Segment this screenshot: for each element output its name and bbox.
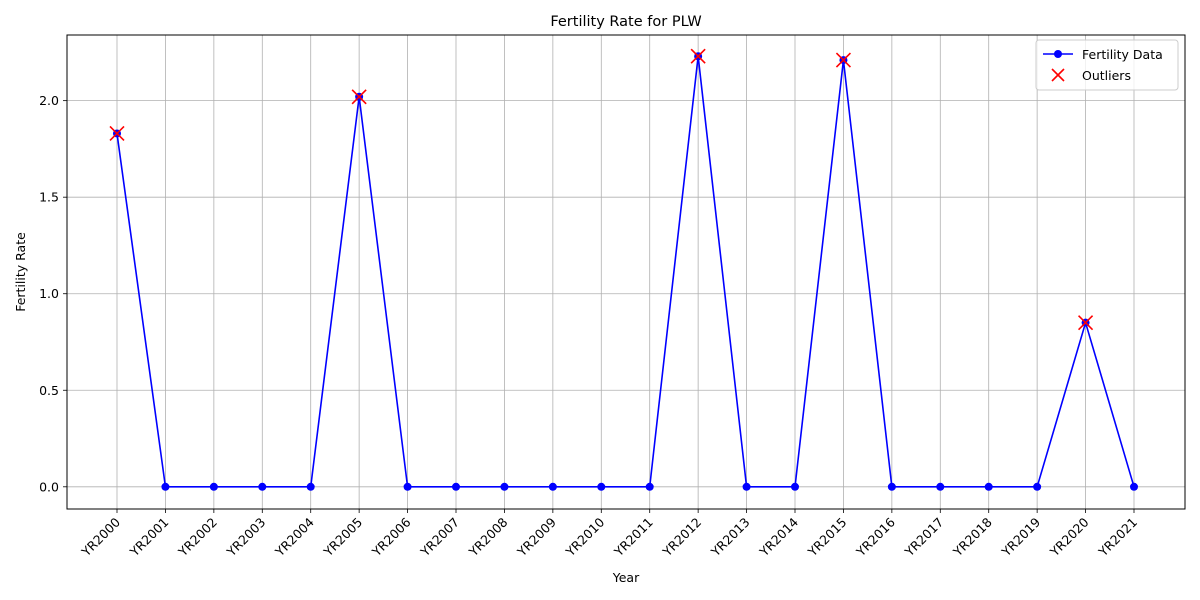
fertility-data-point <box>1033 482 1042 491</box>
outlier-layer <box>109 48 1094 331</box>
x-tick-label: YR2003 <box>223 515 268 560</box>
y-tick-label: 0.5 <box>39 383 59 398</box>
y-tick-label: 1.0 <box>39 286 59 301</box>
fertility-data-point <box>403 482 412 491</box>
fertility-data-point <box>209 482 218 491</box>
fertility-data-line <box>116 55 1135 488</box>
outlier-marker <box>1078 315 1094 331</box>
fertility-data-point <box>306 482 315 491</box>
x-axis-label: Year <box>612 570 640 585</box>
x-tick-label: YR2008 <box>465 514 510 559</box>
x-tick-label: YR2012 <box>659 515 704 560</box>
plot-area-frame <box>66 34 1186 510</box>
x-tick-label: YR2009 <box>514 514 559 559</box>
fertility-data-point <box>452 482 460 491</box>
x-tick-label: YR2014 <box>756 514 801 559</box>
x-tick-label: YR2016 <box>853 514 898 559</box>
grid <box>67 35 1185 509</box>
x-tick-label: YR2020 <box>1046 514 1091 559</box>
x-tick-label: YR2004 <box>271 514 316 559</box>
x-tick-label: YR2007 <box>417 515 462 560</box>
x-axis: YR2000 YR2001 YR2002 YR2003 YR2004 YR2005 YR20… <box>78 509 1140 560</box>
fertility-data-point <box>742 482 751 491</box>
outlier-marker <box>690 48 706 64</box>
outlier-marker <box>351 89 367 105</box>
x-tick-label: YR2017 <box>901 515 946 560</box>
legend: Fertility Data Outliers <box>1035 39 1179 91</box>
series-layer <box>113 52 1138 491</box>
x-tick-label: YR2021 <box>1095 515 1140 560</box>
fertility-data-point <box>887 482 896 491</box>
fertility-data-point <box>645 482 654 491</box>
chart-title: Fertility Rate for PLW <box>550 14 701 30</box>
legend-x-marker <box>1051 68 1065 82</box>
x-tick-label: YR2013 <box>707 515 752 560</box>
fertility-data-point <box>791 482 799 491</box>
y-axis-label: Fertility Rate <box>13 232 28 312</box>
x-tick-label: YR2006 <box>368 514 413 559</box>
x-tick-label: YR2000 <box>78 514 123 559</box>
x-tick-label: YR2005 <box>320 515 365 560</box>
x-tick-label: YR2011 <box>610 515 655 560</box>
outlier-marker <box>109 125 125 142</box>
legend-frame <box>1035 39 1179 91</box>
y-tick-label: 1.5 <box>39 190 59 205</box>
fertility-data-point <box>597 482 606 491</box>
y-tick-label: 0.0 <box>39 479 59 494</box>
legend-label-fertility: Fertility Data <box>1082 47 1163 62</box>
x-tick-label: YR2002 <box>175 515 220 560</box>
legend-label-outliers: Outliers <box>1082 68 1131 83</box>
fertility-data-point <box>161 482 170 491</box>
fertility-data-point <box>548 482 557 491</box>
fertility-data-point <box>984 482 993 491</box>
legend-circle-marker <box>1054 50 1062 58</box>
fertility-data-point <box>1130 482 1138 491</box>
y-axis: 0.0 0.5 1.0 1.5 2.0 <box>39 93 67 494</box>
x-tick-label: YR2015 <box>804 515 849 560</box>
y-tick-label: 2.0 <box>39 93 59 108</box>
fertility-data-point <box>500 482 509 491</box>
x-tick-label: YR2019 <box>998 514 1043 559</box>
x-tick-label: YR2001 <box>126 515 171 560</box>
fertility-data-point <box>258 482 267 491</box>
x-tick-label: YR2018 <box>949 514 994 559</box>
outlier-marker <box>835 52 851 68</box>
fertility-data-point <box>936 482 945 491</box>
x-tick-label: YR2010 <box>562 514 607 559</box>
